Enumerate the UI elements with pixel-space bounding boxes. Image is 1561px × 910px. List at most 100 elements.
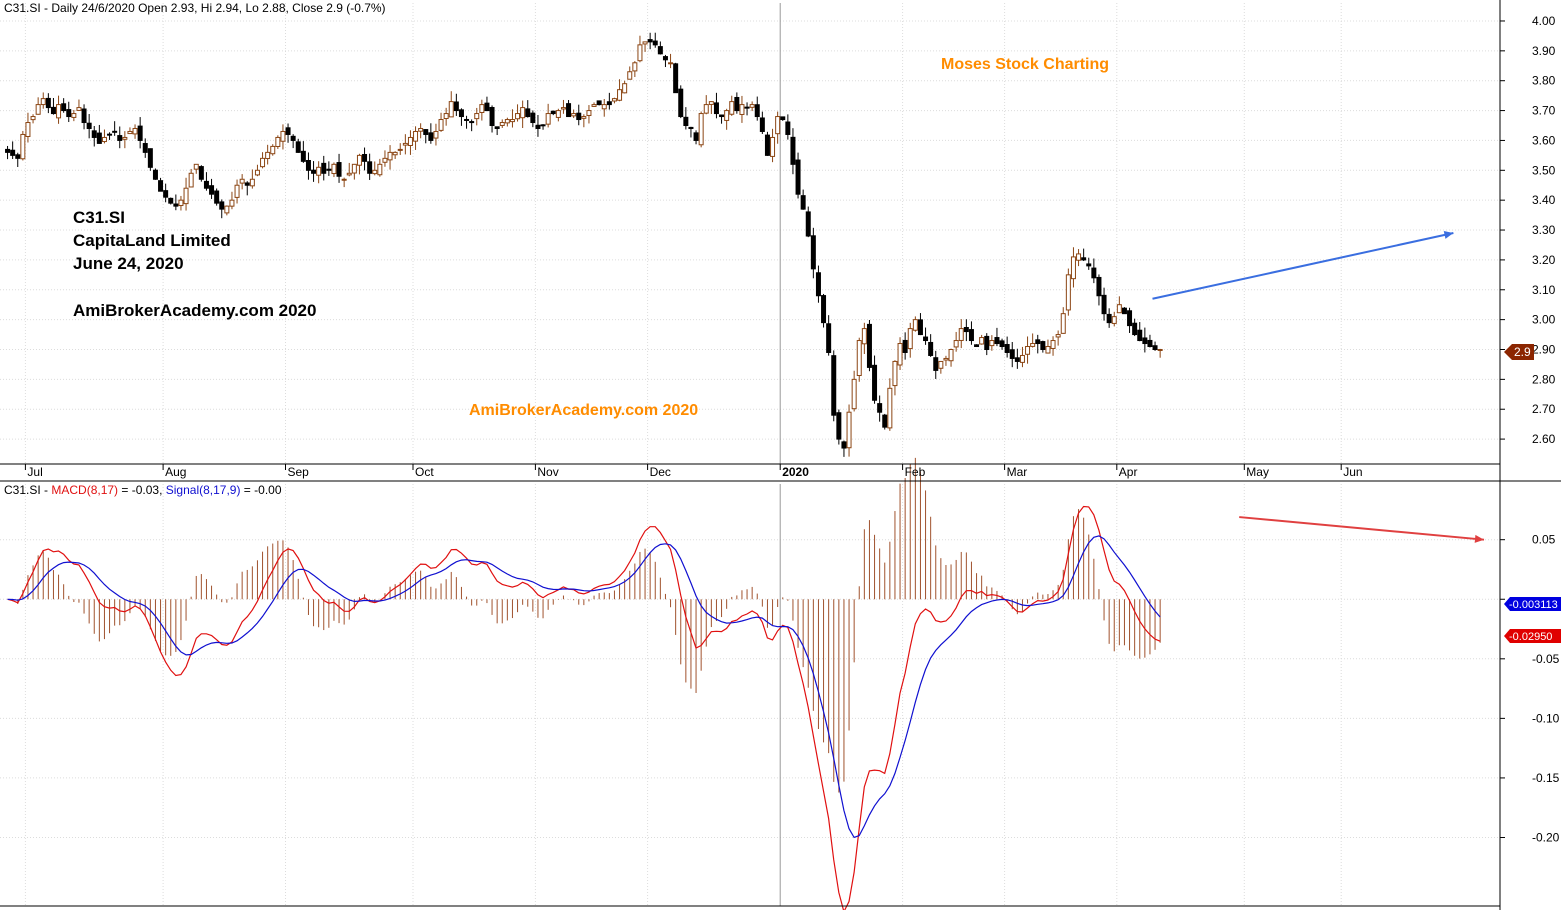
candlestick[interactable] [540,124,546,130]
candlestick-series[interactable] [5,32,1163,457]
candlestick[interactable] [668,53,674,69]
candlestick[interactable] [805,206,811,238]
candlestick[interactable] [56,95,62,124]
candlestick[interactable] [530,110,536,128]
candlestick[interactable] [407,130,413,155]
candlestick[interactable] [601,98,607,117]
candlestick[interactable] [566,100,572,118]
candlestick[interactable] [724,108,730,130]
candlestick[interactable] [1086,257,1092,270]
candlestick[interactable] [96,124,102,144]
candlestick[interactable] [953,331,959,352]
candlestick[interactable] [958,319,964,349]
candlestick[interactable] [754,96,760,121]
candlestick[interactable] [688,126,694,138]
candlestick[interactable] [535,114,541,137]
candlestick[interactable] [20,130,26,161]
candlestick[interactable] [341,177,347,188]
candlestick[interactable] [622,80,628,94]
candlestick[interactable] [494,126,500,136]
candlestick[interactable] [305,152,311,180]
candlestick[interactable] [295,138,301,153]
candlestick[interactable] [219,199,225,219]
candlestick[interactable] [902,332,908,360]
candlestick[interactable] [989,335,995,351]
candlestick[interactable] [647,32,653,50]
candlestick[interactable] [637,35,643,63]
candlestick[interactable] [285,123,291,143]
candlestick[interactable] [928,334,934,357]
candlestick[interactable] [703,95,709,115]
candlestick[interactable] [254,164,260,177]
candlestick[interactable] [1142,327,1148,353]
candlestick[interactable] [836,409,842,445]
candlestick[interactable] [1081,248,1087,262]
candlestick[interactable] [1091,258,1097,284]
candlestick[interactable] [555,108,561,122]
candlestick[interactable] [591,102,597,107]
candlestick[interactable] [10,141,16,160]
candlestick[interactable] [657,41,663,55]
candlestick[interactable] [413,126,419,150]
candlestick[interactable] [300,141,306,163]
candlestick[interactable] [402,134,408,155]
candlestick[interactable] [968,321,974,345]
candlestick[interactable] [1076,249,1082,267]
candlestick[interactable] [163,183,169,203]
candlestick[interactable] [683,107,689,130]
candlestick[interactable] [1004,336,1010,358]
candlestick[interactable] [464,115,470,129]
candlestick[interactable] [525,100,531,118]
candlestick[interactable] [933,350,939,379]
candlestick[interactable] [234,179,240,204]
candlestick[interactable] [821,293,827,328]
candlestick[interactable] [443,107,449,126]
candlestick[interactable] [321,155,327,181]
candlestick[interactable] [897,337,903,370]
candlestick[interactable] [841,440,847,457]
candlestick[interactable] [662,54,668,68]
candlestick[interactable] [713,92,719,119]
candlestick[interactable] [790,128,796,175]
candlestick[interactable] [698,111,704,148]
candlestick[interactable] [260,152,266,169]
candlestick[interactable] [326,161,332,176]
candlestick[interactable] [861,322,867,355]
candlestick[interactable] [581,114,587,128]
macd-line[interactable] [7,505,1161,910]
candlestick[interactable] [158,177,164,192]
candlestick[interactable] [499,119,505,128]
candlestick[interactable] [611,97,617,104]
candlestick[interactable] [749,101,755,112]
candlestick[interactable] [377,158,383,177]
candlestick[interactable] [872,355,878,404]
candlestick[interactable] [1045,339,1051,354]
candlestick[interactable] [1014,348,1020,369]
candlestick[interactable] [1116,296,1122,314]
candlestick[interactable] [1152,341,1158,351]
candlestick[interactable] [800,189,806,210]
candlestick[interactable] [974,344,980,348]
candlestick[interactable] [229,191,235,210]
candlestick[interactable] [673,62,679,94]
candlestick[interactable] [188,168,194,188]
candlestick[interactable] [606,92,612,110]
candlestick[interactable] [117,126,123,149]
candlestick[interactable] [367,153,373,180]
candlestick[interactable] [576,104,582,126]
candlestick[interactable] [336,153,342,183]
candlestick[interactable] [1065,268,1071,316]
candlestick[interactable] [1070,247,1076,288]
candlestick[interactable] [1147,334,1153,348]
candlestick[interactable] [132,124,138,139]
candlestick[interactable] [112,121,118,136]
candlestick[interactable] [815,265,821,303]
candlestick[interactable] [265,144,271,165]
candlestick[interactable] [907,322,913,358]
candlestick[interactable] [1157,348,1163,358]
candlestick[interactable] [877,395,883,422]
candlestick[interactable] [596,100,602,106]
candlestick[interactable] [392,151,398,159]
candlestick[interactable] [76,99,82,111]
candlestick[interactable] [1101,287,1107,321]
